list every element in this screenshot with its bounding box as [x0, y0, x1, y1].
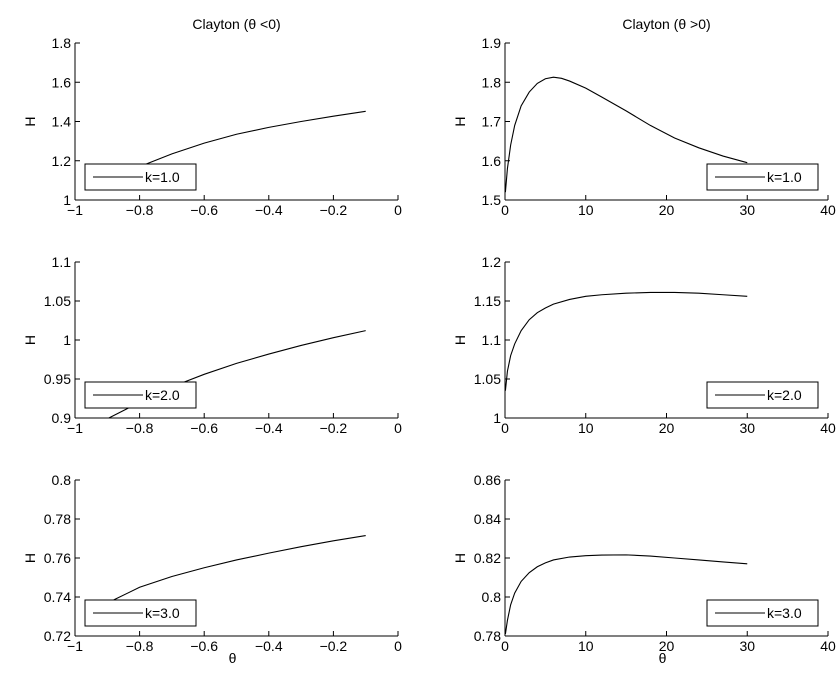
legend-label: k=2.0 [767, 387, 802, 403]
y-axis-label: H [22, 116, 38, 126]
y-tick-label: 1.05 [44, 293, 71, 309]
y-tick-label: 1.05 [474, 371, 501, 387]
x-tick-label: −0.6 [190, 420, 218, 436]
y-tick-label: 1.1 [482, 332, 502, 348]
y-axis-label: H [22, 335, 38, 345]
y-axis-label: H [22, 553, 38, 563]
series-line [505, 291, 748, 391]
legend-label: k=3.0 [767, 605, 802, 621]
y-tick-label: 1.1 [52, 254, 72, 270]
x-tick-label: −1 [67, 420, 83, 436]
legend: k=2.0 [84, 381, 197, 409]
x-tick-label: 30 [739, 202, 755, 218]
legend: k=2.0 [706, 381, 819, 409]
x-tick-label: −0.8 [126, 202, 154, 218]
y-tick-label: 1.6 [482, 153, 502, 169]
x-axis-label: θ [229, 650, 237, 666]
x-axis-label: θ [659, 650, 667, 666]
x-tick-label: 20 [659, 202, 675, 218]
y-tick-label: 1.6 [52, 74, 72, 90]
x-tick-label: −0.6 [190, 638, 218, 654]
y-tick-label: 1 [63, 192, 71, 208]
series-line [505, 76, 748, 193]
y-tick-label: 0.9 [52, 410, 72, 426]
x-tick-label: 0 [394, 638, 402, 654]
y-axis-label: H [452, 335, 468, 345]
legend: k=3.0 [84, 599, 197, 627]
subplot-6: 0 10 20 30 40 0.78 0.8 0.82 0.84 0.86 Hθ k=3.0 [452, 472, 836, 666]
y-tick-label: 0.76 [44, 550, 71, 566]
y-tick-label: 1.2 [482, 254, 502, 270]
y-tick-label: 0.74 [44, 589, 71, 605]
legend: k=3.0 [706, 599, 819, 627]
y-tick-label: 1.7 [482, 114, 502, 130]
x-tick-label: −0.4 [255, 420, 283, 436]
x-tick-label: 10 [578, 638, 594, 654]
y-tick-label: 0.78 [474, 628, 501, 644]
x-tick-label: 0 [394, 420, 402, 436]
y-tick-label: 0.95 [44, 371, 71, 387]
y-tick-label: 1 [63, 332, 71, 348]
x-tick-label: 0 [501, 420, 509, 436]
x-tick-label: −0.2 [320, 638, 348, 654]
x-tick-label: −0.2 [320, 202, 348, 218]
x-tick-label: 40 [820, 202, 836, 218]
y-tick-label: 1.15 [474, 293, 501, 309]
legend: k=1.0 [84, 163, 197, 191]
legend-label: k=3.0 [145, 605, 180, 621]
y-tick-label: 1.8 [52, 35, 72, 51]
x-tick-label: 20 [659, 638, 675, 654]
series-line [505, 554, 748, 635]
subplot-5: −1 −0.8 −0.6 −0.4 −0.2 0 0.72 0.74 0.76 0.78 0.8 Hθ… [22, 472, 402, 666]
x-tick-label: 0 [394, 202, 402, 218]
series-line [139, 110, 366, 168]
x-tick-label: 10 [578, 202, 594, 218]
y-axis-label: H [452, 553, 468, 563]
y-tick-label: 1.9 [482, 35, 502, 51]
y-tick-label: 0.82 [474, 550, 501, 566]
x-tick-label: 10 [578, 420, 594, 436]
series-line [113, 535, 366, 601]
x-tick-label: −0.4 [255, 638, 283, 654]
y-tick-label: 0.84 [474, 511, 501, 527]
y-tick-label: 0.72 [44, 628, 71, 644]
legend-label: k=2.0 [145, 387, 180, 403]
x-tick-label: 20 [659, 420, 675, 436]
y-tick-label: 0.78 [44, 511, 71, 527]
y-tick-label: 1.2 [52, 153, 72, 169]
x-tick-label: 40 [820, 638, 836, 654]
y-tick-label: 0.8 [52, 472, 72, 488]
x-tick-label: −0.6 [190, 202, 218, 218]
y-tick-label: 1.8 [482, 74, 502, 90]
subplot-3: −1 −0.8 −0.6 −0.4 −0.2 0 0.9 0.95 1 1.05 1.1 Hk=2.0 [22, 254, 402, 436]
x-tick-label: 0 [501, 202, 509, 218]
x-tick-label: 0 [501, 638, 509, 654]
y-axis-label: H [452, 116, 468, 126]
x-tick-label: −0.8 [126, 420, 154, 436]
y-tick-label: 0.86 [474, 472, 501, 488]
x-tick-label: −0.4 [255, 202, 283, 218]
x-tick-label: −0.2 [320, 420, 348, 436]
x-tick-label: −1 [67, 638, 83, 654]
y-tick-label: 1.4 [52, 114, 72, 130]
subplot-2: 0 10 20 30 40 1.5 1.6 1.7 1.8 1.9 H Clayton (θ >0) k… [452, 16, 836, 218]
x-tick-label: 40 [820, 420, 836, 436]
legend-label: k=1.0 [767, 169, 802, 185]
y-tick-label: 0.8 [482, 589, 502, 605]
y-tick-label: 1.5 [482, 192, 502, 208]
x-tick-label: 30 [739, 638, 755, 654]
y-tick-label: 1 [493, 410, 501, 426]
subplot-1: −1 −0.8 −0.6 −0.4 −0.2 0 1 1.2 1.4 1.6 1.8 H Clayton… [22, 16, 402, 218]
x-tick-label: −1 [67, 202, 83, 218]
x-tick-label: −0.8 [126, 638, 154, 654]
subplot-4: 0 10 20 30 40 1 1.05 1.1 1.15 1.2 Hk=2.0 [452, 254, 836, 436]
x-tick-label: 30 [739, 420, 755, 436]
subplot-title: Clayton (θ <0) [192, 16, 280, 32]
legend: k=1.0 [706, 163, 819, 191]
subplot-title: Clayton (θ >0) [622, 16, 710, 32]
legend-label: k=1.0 [145, 169, 180, 185]
